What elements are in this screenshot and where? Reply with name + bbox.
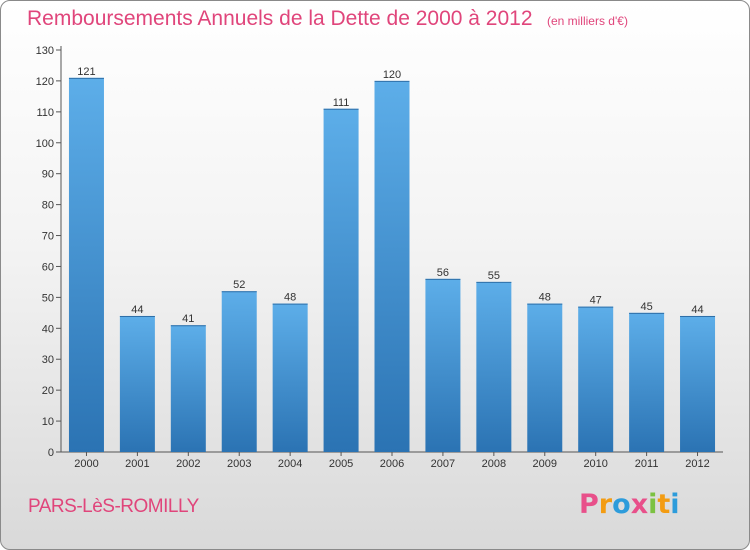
y-tick-label: 0 — [48, 447, 54, 459]
data-label: 44 — [691, 304, 703, 316]
y-tick-label: 100 — [36, 138, 54, 150]
y-tick-label: 70 — [42, 231, 54, 243]
x-tick-label: 2007 — [431, 458, 455, 470]
y-tick-label: 80 — [42, 200, 54, 212]
data-label: 55 — [488, 270, 500, 282]
x-tick-label: 2005 — [329, 458, 353, 470]
bar-2003 — [221, 291, 257, 452]
chart-title: Remboursements Annuels de la Dette de 20… — [27, 7, 533, 30]
bar-2002 — [170, 325, 206, 452]
bar-2010 — [578, 306, 614, 452]
y-tick-label: 50 — [42, 292, 54, 304]
y-tick-label: 60 — [42, 261, 54, 273]
bar-2012 — [680, 315, 716, 452]
data-label: 47 — [590, 295, 602, 307]
bar-2005 — [323, 108, 359, 452]
y-tick-label: 40 — [42, 323, 54, 335]
y-tick-label: 10 — [42, 416, 54, 428]
brand-letter: i — [670, 489, 680, 520]
x-tick-label: 2003 — [227, 458, 251, 470]
x-tick-label: 2011 — [635, 458, 659, 470]
brand-letter: i — [648, 489, 658, 520]
bar-2006 — [374, 80, 410, 452]
x-tick-label: 2000 — [74, 458, 98, 470]
y-tick-label: 110 — [36, 107, 54, 119]
x-tick-label: 2001 — [125, 458, 149, 470]
data-label: 111 — [333, 97, 350, 109]
chart-unit: (en milliers d'€) — [546, 14, 628, 28]
x-tick-label: 2012 — [685, 458, 709, 470]
bar-2000 — [68, 77, 104, 452]
x-tick-label: 2010 — [583, 458, 607, 470]
data-label: 45 — [640, 301, 652, 313]
x-tick-label: 2006 — [380, 458, 404, 470]
bar-2009 — [527, 303, 563, 452]
brand-letter: o — [612, 489, 631, 520]
x-tick-label: 2009 — [533, 458, 557, 470]
y-tick-label: 120 — [36, 76, 54, 88]
data-label: 48 — [284, 292, 296, 304]
x-tick-label: 2008 — [482, 458, 506, 470]
bar-2008 — [476, 281, 512, 452]
data-label: 52 — [233, 279, 245, 291]
bar-2004 — [272, 303, 308, 452]
brand-letter: x — [630, 489, 649, 520]
bar-2007 — [425, 278, 461, 452]
bar-2011 — [629, 312, 665, 452]
proxiti-logo[interactable]: Proxiti — [579, 489, 680, 520]
y-tick-label: 20 — [42, 385, 54, 397]
x-tick-label: 2002 — [176, 458, 200, 470]
data-label: 44 — [131, 304, 143, 316]
y-tick-label: 130 — [36, 45, 54, 57]
data-label: 56 — [437, 267, 449, 279]
brand-letter: P — [579, 489, 599, 520]
chart-title-row: Remboursements Annuels de la Dette de 20… — [27, 7, 628, 31]
data-label: 48 — [539, 292, 551, 304]
y-tick-label: 30 — [42, 354, 54, 366]
city-name: PARS-LèS-ROMILLY — [28, 496, 199, 517]
brand-letter: r — [598, 489, 613, 520]
y-tick-label: 90 — [42, 169, 54, 181]
data-label: 121 — [77, 66, 95, 78]
brand-letter: t — [657, 489, 671, 520]
bar-2001 — [119, 315, 155, 452]
x-tick-label: 2004 — [278, 458, 302, 470]
data-label: 120 — [383, 69, 401, 81]
data-label: 41 — [182, 313, 194, 325]
